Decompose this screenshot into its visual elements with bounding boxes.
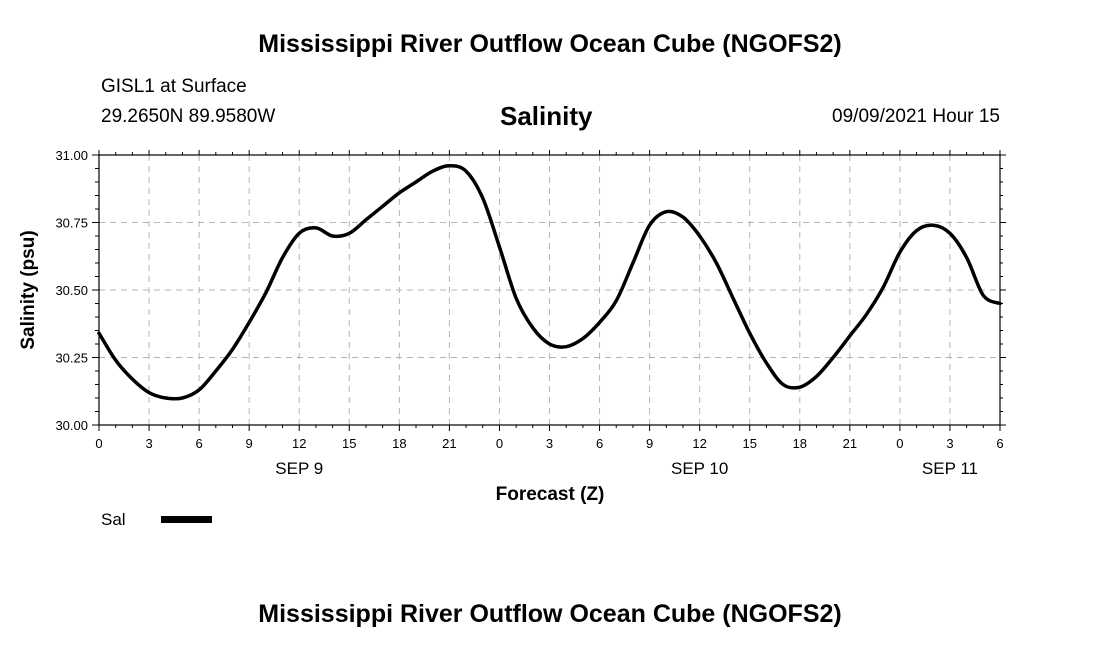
station-label: GISL1 at Surface — [101, 76, 247, 97]
y-tick-label: 30.00 — [55, 418, 88, 433]
date-label: SEP 9 — [275, 459, 323, 478]
y-tick-label: 30.25 — [55, 351, 88, 366]
salinity-series-line — [97, 164, 1002, 401]
legend-label: Sal — [101, 510, 126, 529]
grid-lines — [99, 155, 1000, 425]
date-label: SEP 10 — [671, 459, 728, 478]
x-tick-label: 18 — [392, 436, 406, 451]
plot-frame — [98, 154, 1001, 426]
x-tick-label: 12 — [292, 436, 306, 451]
station-coordinates: 29.2650N 89.9580W — [101, 106, 276, 127]
x-tick-label: 3 — [145, 436, 152, 451]
x-tick-label: 12 — [692, 436, 706, 451]
x-tick-label: 0 — [896, 436, 903, 451]
y-tick-label: 31.00 — [55, 148, 88, 163]
salinity-chart: 0 3 6 9 12 15 18 21 0 3 6 9 12 15 18 21 0 3 6 30.00 30.25 30.… — [18, 148, 1006, 529]
x-tick-label: 3 — [546, 436, 553, 451]
x-tick-label: 6 — [596, 436, 603, 451]
legend-swatch — [161, 516, 212, 523]
x-tick-label: 21 — [442, 436, 456, 451]
y-axis-title: Salinity (psu) — [18, 230, 39, 349]
x-tick-label: 6 — [996, 436, 1003, 451]
y-tick-label: 30.75 — [55, 216, 88, 231]
date-label: SEP 11 — [922, 459, 978, 478]
x-tick-label: 3 — [946, 436, 953, 451]
main-title-top: Mississippi River Outflow Ocean Cube (NG… — [258, 30, 842, 58]
x-tick-label: 15 — [342, 436, 356, 451]
x-tick-label: 9 — [646, 436, 653, 451]
chart-title: Salinity — [500, 101, 593, 131]
x-tick-label: 18 — [793, 436, 807, 451]
x-tick-label: 6 — [195, 436, 202, 451]
main-title-bottom: Mississippi River Outflow Ocean Cube (NG… — [258, 600, 842, 628]
x-tick-label: 0 — [95, 436, 102, 451]
forecast-timestamp: 09/09/2021 Hour 15 — [832, 106, 1000, 127]
axis-labels: 0 3 6 9 12 15 18 21 0 3 6 9 12 15 18 21 0 3 6 30.00 30.25 30.… — [55, 148, 1003, 478]
x-tick-label: 15 — [742, 436, 756, 451]
x-tick-label: 21 — [843, 436, 857, 451]
x-tick-label: 9 — [246, 436, 253, 451]
x-axis-title: Forecast (Z) — [496, 484, 605, 505]
x-tick-label: 0 — [496, 436, 503, 451]
y-tick-label: 30.50 — [55, 283, 88, 298]
